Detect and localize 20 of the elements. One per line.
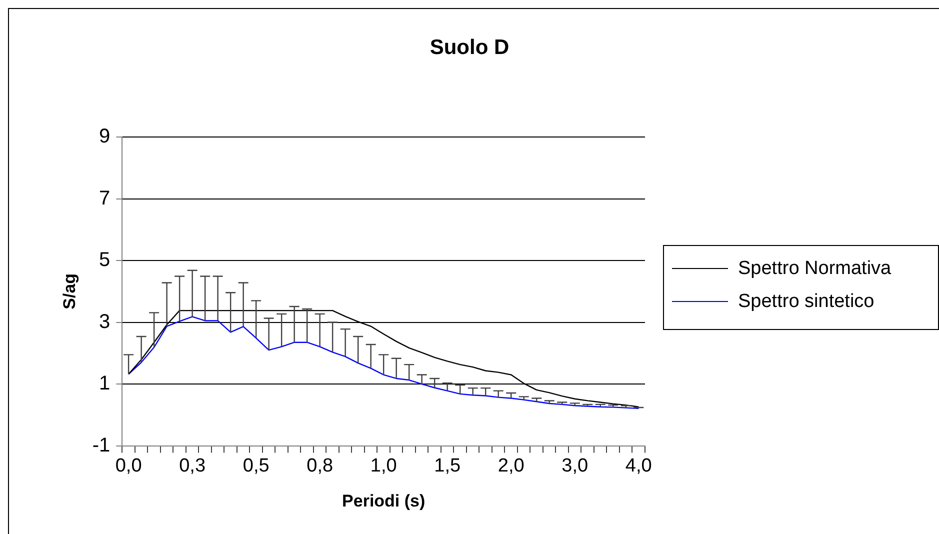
chart-title: Suolo D <box>428 36 510 60</box>
y-tick-label: 5 <box>99 249 110 272</box>
x-tick-label: 1,0 <box>370 455 397 476</box>
x-axis-title: Periodi (s) <box>342 491 426 510</box>
y-tick-label: 3 <box>99 310 110 333</box>
y-tick-label: 7 <box>99 187 110 210</box>
y-tick-label: 1 <box>99 372 110 395</box>
y-tick-label: 9 <box>99 126 110 148</box>
x-tick-label: 0,8 <box>306 455 334 476</box>
y-tick-label: -1 <box>92 434 110 456</box>
x-tick-label: 0,3 <box>179 455 206 476</box>
x-tick-label: 4,0 <box>625 455 652 476</box>
x-tick-label: 2,0 <box>498 455 524 476</box>
legend-label: Spettro sintetico <box>738 290 874 312</box>
y-axis-title: S/ag <box>60 273 79 310</box>
x-tick-label: 0,0 <box>115 455 142 476</box>
legend-label: Spettro Normativa <box>738 258 892 280</box>
x-tick-label: 3,0 <box>562 455 588 476</box>
x-tick-label: 1,5 <box>434 455 461 476</box>
x-tick-label: 0,5 <box>242 455 270 476</box>
